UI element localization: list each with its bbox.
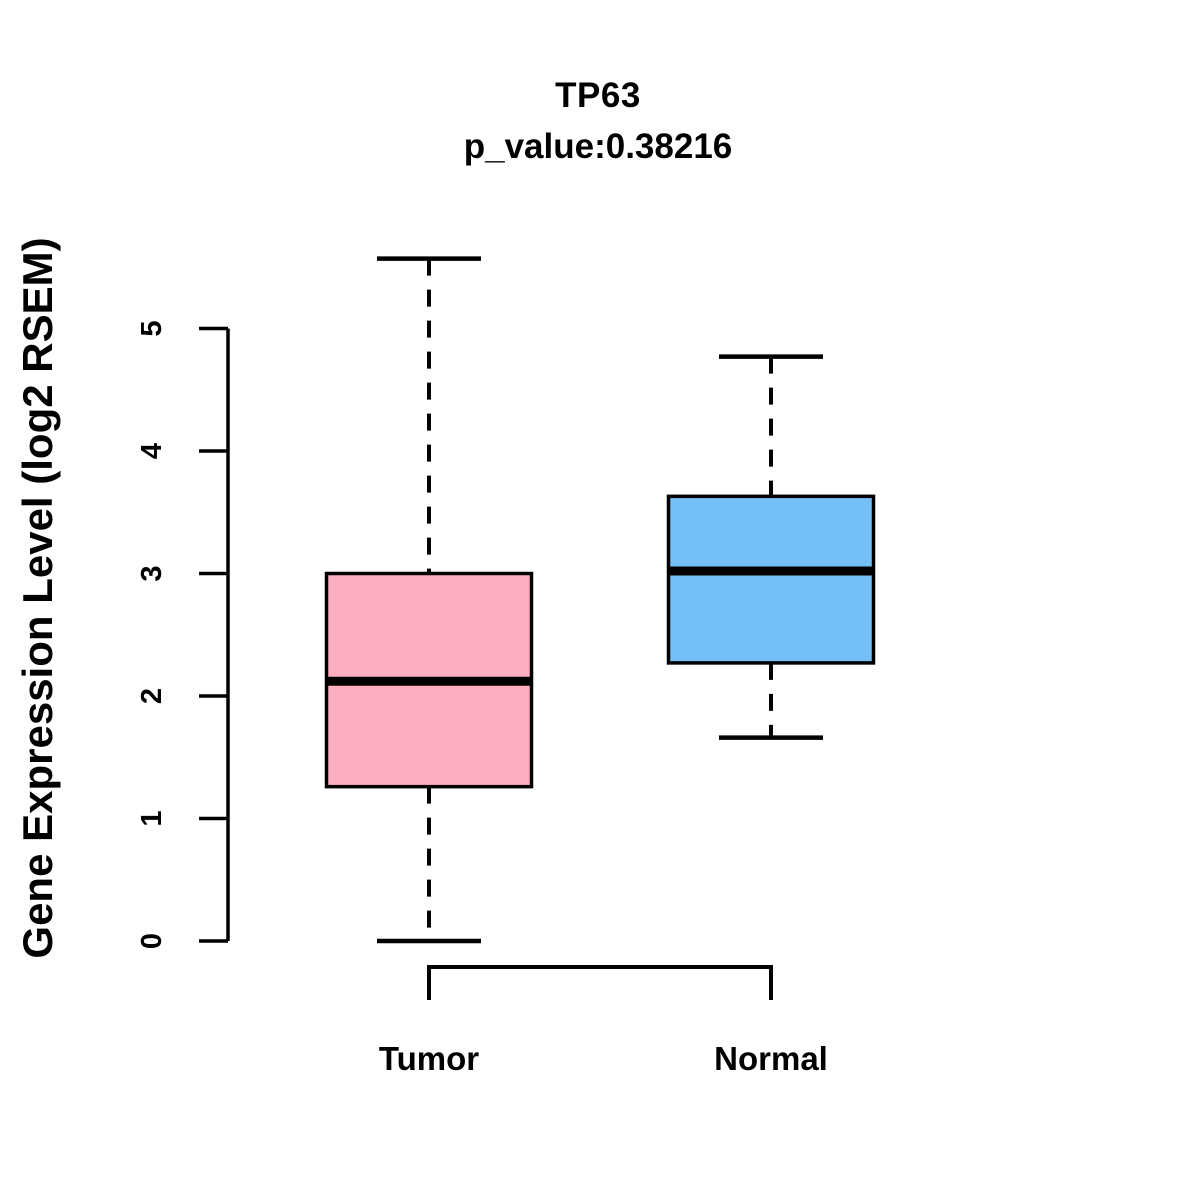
- y-axis-tick-label: 2: [136, 688, 168, 704]
- normal-iqr-box: [666, 494, 876, 665]
- chart-title: TP63: [555, 76, 641, 115]
- chart-subtitle: p_value:0.38216: [463, 127, 733, 166]
- y-axis-tick-label: 5: [136, 320, 168, 336]
- x-axis-line: [427, 965, 773, 1000]
- y-axis-tick-label: 4: [136, 443, 168, 459]
- y-axis-tick-label: 0: [136, 933, 168, 949]
- x-category-label-normal: Normal: [714, 1040, 828, 1077]
- y-axis-tick-label: 3: [136, 565, 168, 581]
- x-category-label-tumor: Tumor: [378, 1040, 480, 1077]
- y-axis-tick-label: 1: [136, 810, 168, 826]
